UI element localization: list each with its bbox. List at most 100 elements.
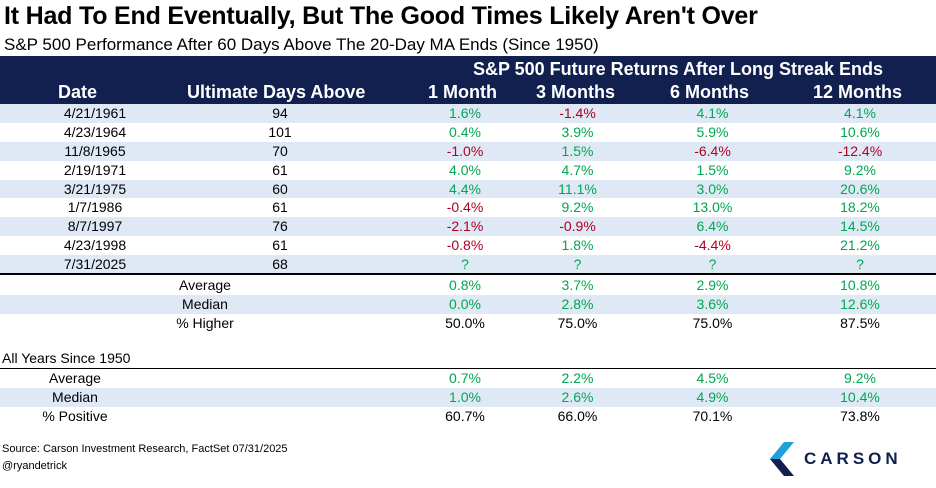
table-row: 3/21/1975 60 4.4% 11.1% 3.0% 20.6% — [0, 179, 936, 199]
all-years-row: % Positive 60.7% 66.0% 70.1% 73.8% — [0, 407, 936, 426]
return-cell-m6: 5.9% — [696, 123, 729, 140]
days-above-cell: 68 — [272, 256, 288, 273]
summary-cell-m6: 2.9% — [696, 277, 729, 293]
source-note: Source: Carson Investment Research, Fact… — [2, 443, 288, 455]
days-above-cell: 94 — [272, 105, 288, 121]
return-cell-m1: -0.8% — [446, 237, 484, 254]
return-cell-m1: 1.6% — [449, 105, 481, 121]
return-cell-m6: 1.5% — [696, 161, 729, 178]
summary-cell-m3: 2.8% — [561, 295, 594, 312]
page-title: It Had To End Eventually, But The Good T… — [4, 2, 758, 30]
days-above-cell: 76 — [272, 218, 288, 235]
days-above-cell: 60 — [272, 180, 288, 197]
summary-label: Average — [179, 277, 231, 293]
date-cell: 4/23/1998 — [63, 237, 127, 254]
col-header-12-months: 12 Months — [813, 82, 903, 102]
all-years-divider — [0, 368, 936, 369]
date-cell: 1/7/1986 — [67, 199, 123, 216]
return-cell-m3: 1.8% — [561, 237, 594, 254]
all-years-row: Median 1.0% 2.6% 4.9% 10.4% — [0, 387, 936, 407]
return-cell-m1: 4.4% — [449, 180, 481, 197]
all-years-cell-m6: 4.9% — [696, 388, 729, 405]
summary-cell-m3: 3.7% — [561, 277, 594, 293]
return-cell-m3: -1.4% — [559, 105, 596, 121]
summary-cell-m3: 75.0% — [557, 314, 598, 331]
summary-table: Average 0.8% 3.7% 2.9% 10.8% Median 0.0% 2.8% 3.… — [0, 276, 936, 333]
summary-cell-m12: 10.8% — [840, 277, 880, 293]
summary-label: % Higher — [176, 314, 234, 331]
all-years-cell-m3: 2.2% — [561, 370, 594, 386]
date-cell: 4/23/1964 — [63, 123, 127, 140]
summary-cell-m1: 0.0% — [449, 295, 481, 312]
return-cell-m3: 11.1% — [558, 180, 597, 197]
return-cell-m12: 10.6% — [840, 123, 880, 140]
col-header-1-month: 1 Month — [428, 82, 497, 102]
summary-label: Median — [182, 295, 228, 312]
summary-cell-m1: 50.0% — [445, 314, 485, 331]
col-header-6-months: 6 Months — [670, 82, 749, 102]
all-years-table: Average 0.7% 2.2% 4.5% 9.2% Median 1.0% 2.6% 4.9… — [0, 369, 936, 426]
days-above-cell: 61 — [272, 161, 288, 178]
return-cell-m1: -0.4% — [446, 199, 484, 216]
summary-row: % Higher 50.0% 75.0% 75.0% 87.5% — [0, 314, 936, 333]
return-cell-m12: -12.4% — [837, 142, 883, 159]
return-cell-m1: -1.0% — [446, 142, 484, 159]
summary-row: Median 0.0% 2.8% 3.6% 12.6% — [0, 294, 936, 314]
table-header: S&P 500 Future Returns After Long Streak… — [0, 56, 936, 104]
return-cell-m6: -4.4% — [694, 237, 731, 254]
return-cell-m12: 4.1% — [844, 105, 876, 121]
date-cell: 7/31/2025 — [63, 256, 127, 273]
all-years-row: Average 0.7% 2.2% 4.5% 9.2% — [0, 369, 936, 388]
return-cell-m6: 3.0% — [696, 180, 729, 197]
return-cell-m12: 21.2% — [840, 237, 880, 254]
carson-chevron-icon — [770, 442, 794, 476]
all-years-cell-m1: 60.7% — [445, 407, 485, 424]
date-cell: 8/7/1997 — [67, 218, 123, 235]
all-years-heading: All Years Since 1950 — [2, 350, 131, 366]
table-row: 8/7/1997 76 -2.1% -0.9% 6.4% 14.5% — [0, 217, 936, 237]
return-cell-m12: ? — [856, 256, 864, 273]
return-cell-m12: 18.2% — [840, 199, 880, 216]
days-above-cell: 61 — [272, 199, 288, 216]
all-years-label: % Positive — [42, 407, 108, 424]
return-cell-m3: 1.5% — [561, 142, 594, 159]
table-row: 7/31/2025 68???? — [0, 255, 936, 275]
summary-row: Average 0.8% 3.7% 2.9% 10.8% — [0, 276, 936, 295]
author-handle: @ryandetrick — [2, 460, 67, 472]
return-cell-m12: 20.6% — [840, 180, 880, 197]
returns-group-header: S&P 500 Future Returns After Long Streak… — [472, 59, 884, 79]
col-header-3-months: 3 Months — [536, 82, 615, 102]
summary-cell-m6: 3.6% — [696, 295, 729, 312]
streak-table: 4/21/1961 94 1.6% -1.4% 4.1% 4.1% 4/23/1964 101… — [0, 104, 936, 275]
logo-wordmark: CARSON — [804, 449, 902, 468]
date-cell: 11/8/1965 — [64, 142, 126, 159]
table-row: 4/23/1964 101 0.4% 3.9% 5.9% 10.6% — [0, 123, 936, 142]
col-header-date: Date — [58, 82, 98, 102]
all-years-cell-m3: 66.0% — [557, 407, 598, 424]
return-cell-m3: 4.7% — [561, 161, 594, 178]
return-cell-m6: 6.4% — [696, 218, 729, 235]
table-row: 1/7/1986 61 -0.4% 9.2% 13.0% 18.2% — [0, 198, 936, 217]
all-years-cell-m12: 10.4% — [840, 388, 880, 405]
all-years-label: Median — [52, 388, 98, 405]
return-cell-m3: 3.9% — [561, 123, 594, 140]
return-cell-m1: -2.1% — [446, 218, 484, 235]
all-years-cell-m12: 73.8% — [840, 407, 880, 424]
all-years-label: Average — [49, 370, 101, 386]
return-cell-m1: 0.4% — [449, 123, 481, 140]
date-cell: 3/21/1975 — [63, 180, 127, 197]
page-subtitle: S&P 500 Performance After 60 Days Above … — [4, 35, 599, 54]
days-above-cell: 61 — [272, 237, 288, 254]
date-cell: 2/19/1971 — [63, 161, 127, 178]
all-years-cell-m1: 0.7% — [449, 370, 481, 386]
return-cell-m6: -6.4% — [694, 142, 731, 159]
table-row: 4/23/1998 61 -0.8% 1.8% -4.4% 21.2% — [0, 236, 936, 255]
return-cell-m6: 4.1% — [696, 105, 729, 121]
summary-cell-m1: 0.8% — [449, 277, 481, 293]
table-row: 11/8/1965 70 -1.0% 1.5% -6.4% -12.4% — [0, 141, 936, 161]
summary-cell-m6: 75.0% — [692, 314, 733, 331]
carson-logo: CARSON — [770, 442, 920, 476]
date-cell: 4/21/1961 — [63, 105, 127, 121]
return-cell-m3: -0.9% — [559, 218, 596, 235]
table-row: 2/19/1971 61 4.0% 4.7% 1.5% 9.2% — [0, 161, 936, 180]
